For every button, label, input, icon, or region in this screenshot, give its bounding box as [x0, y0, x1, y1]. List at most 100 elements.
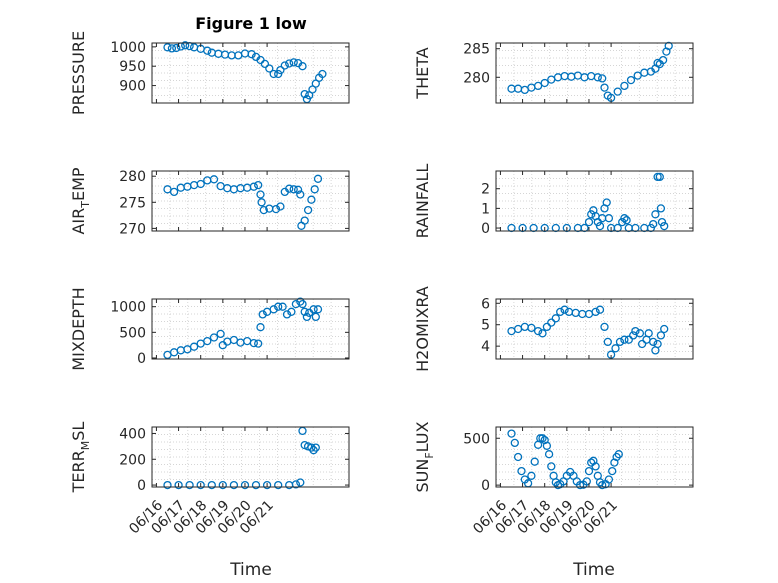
- data-point: [289, 58, 298, 67]
- data-point: [560, 71, 569, 81]
- data-point: [567, 72, 576, 81]
- data-point: [560, 305, 569, 314]
- data-point: [614, 450, 623, 459]
- data-point: [651, 210, 660, 219]
- data-point: [529, 223, 538, 233]
- data-point: [631, 223, 640, 233]
- data-point: [553, 73, 563, 82]
- data-point: [620, 335, 629, 344]
- y-tick-label: 500: [463, 431, 490, 447]
- y-tick-label: 280: [463, 70, 490, 86]
- data-point: [227, 51, 236, 60]
- data-point: [256, 190, 265, 199]
- data-point: [276, 202, 285, 211]
- figure-title: Figure 1 low: [195, 14, 307, 33]
- y-tick-label: 0: [137, 351, 146, 367]
- y-tick-label: 0: [481, 221, 490, 237]
- data-point: [640, 223, 649, 233]
- panel-0: 900 950 1000 PRESSURE: [69, 31, 350, 115]
- data-point: [249, 182, 258, 191]
- data-point: [203, 336, 212, 346]
- data-point: [285, 184, 294, 193]
- data-point: [196, 339, 205, 348]
- data-point: [169, 187, 179, 197]
- y-tick-label: 1000: [110, 300, 146, 316]
- data-point: [603, 337, 612, 347]
- data-point: [296, 297, 305, 306]
- data-point: [311, 443, 320, 452]
- data-point: [167, 44, 177, 53]
- data-point: [258, 310, 267, 319]
- data-point: [176, 183, 185, 192]
- data-point: [598, 74, 607, 83]
- data-point: [183, 182, 192, 191]
- data-point: [604, 475, 614, 484]
- y-tick-label: 275: [119, 195, 146, 211]
- data-point: [598, 480, 607, 490]
- data-point: [310, 185, 319, 194]
- data-point: [520, 85, 529, 95]
- data-point: [285, 59, 294, 68]
- data-point: [234, 51, 243, 60]
- data-point: [229, 185, 239, 194]
- data-point: [216, 329, 225, 339]
- data-point: [595, 221, 605, 231]
- data-point: [587, 210, 596, 219]
- panel-6: 020040006/1606/1706/1806/1906/2006/21TER…: [69, 422, 350, 537]
- data-point: [174, 480, 183, 490]
- data-point: [169, 348, 179, 357]
- y-axis-label: PRESSURE: [69, 31, 88, 115]
- data-point: [247, 50, 256, 59]
- data-point: [580, 73, 589, 82]
- data-point: [282, 310, 292, 319]
- data-point: [313, 174, 323, 183]
- data-point: [274, 480, 283, 490]
- data-point: [626, 75, 636, 85]
- panel-5: 4 5 6 H2OMIXRA: [413, 286, 694, 372]
- data-point: [209, 175, 219, 184]
- data-point: [611, 344, 620, 353]
- data-point: [311, 312, 320, 322]
- data-point: [207, 480, 216, 490]
- data-point: [520, 322, 529, 332]
- y-tick-label: 950: [119, 59, 146, 75]
- data-point: [598, 214, 607, 223]
- data-point: [307, 195, 316, 204]
- data-point: [269, 305, 278, 314]
- data-point: [218, 480, 227, 490]
- data-point: [289, 185, 298, 194]
- data-point: [214, 49, 223, 58]
- data-point: [633, 71, 642, 80]
- data-point: [517, 466, 526, 476]
- data-point: [189, 180, 199, 190]
- data-point: [163, 480, 172, 490]
- data-point: [262, 480, 272, 490]
- data-point: [527, 83, 536, 92]
- data-point: [591, 462, 600, 471]
- data-point: [271, 204, 281, 214]
- data-point: [189, 43, 199, 52]
- data-point: [510, 438, 519, 448]
- axes-box: [495, 170, 694, 232]
- data-point: [644, 329, 653, 338]
- data-point: [278, 302, 287, 311]
- data-point: [578, 309, 587, 319]
- data-point: [595, 305, 605, 314]
- data-point: [507, 429, 516, 438]
- data-point: [251, 480, 261, 490]
- data-point: [318, 69, 327, 79]
- data-point: [656, 331, 666, 340]
- data-point: [254, 180, 263, 190]
- data-point: [249, 338, 258, 348]
- data-point: [602, 198, 611, 207]
- y-axis-label: H2OMIXRA: [413, 286, 432, 372]
- data-point: [657, 217, 667, 227]
- data-point: [220, 50, 230, 59]
- data-point: [653, 339, 662, 349]
- data-point: [584, 217, 594, 227]
- data-point: [551, 314, 560, 323]
- data-point: [236, 184, 245, 193]
- data-point: [615, 337, 625, 347]
- data-point: [556, 307, 565, 317]
